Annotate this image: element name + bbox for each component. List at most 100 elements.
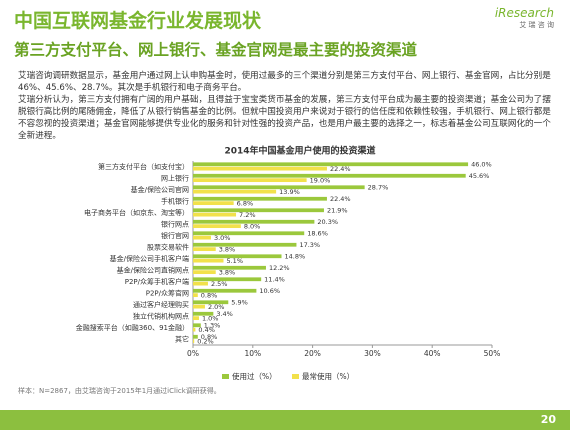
x-tick-label: 0%	[187, 349, 199, 358]
y-tick-label: 银行官网	[161, 231, 189, 240]
legend-swatch	[292, 374, 299, 379]
bar	[193, 242, 297, 247]
value-label: 0.4%	[198, 326, 215, 334]
value-label: 17.3%	[299, 241, 320, 249]
source: 样本：N=2867，由艾瑞咨询于2015年1月通过iClick调研获得。	[18, 387, 221, 395]
bar	[193, 185, 365, 190]
bar	[193, 178, 307, 183]
bar	[193, 277, 262, 282]
value-label: 14.8%	[285, 253, 306, 261]
value-label: 5.1%	[226, 257, 243, 265]
value-label: 12.2%	[269, 264, 290, 272]
bar	[193, 327, 196, 332]
bar	[193, 339, 195, 344]
bar	[193, 247, 216, 252]
x-tick-label: 20%	[304, 349, 321, 358]
y-tick-label: 基金/保险公司官网	[131, 185, 189, 194]
chart: 2014年中国基金用户使用的投资渠道 0% 10% 20% 30% 40% 50% 第三方支…	[76, 145, 501, 382]
value-label: 45.6%	[469, 172, 490, 180]
value-label: 11.4%	[264, 276, 285, 284]
legend-label: 使用过（%）	[232, 371, 277, 381]
bar	[193, 212, 237, 217]
value-label: 6.8%	[237, 199, 254, 207]
logo-name: iResearch	[494, 6, 554, 20]
value-label: 2.0%	[208, 303, 225, 311]
bar	[193, 231, 305, 236]
value-label: 3.4%	[216, 310, 233, 318]
bar	[193, 162, 469, 167]
bar	[193, 304, 205, 309]
bar	[193, 224, 241, 229]
bar	[193, 201, 234, 206]
bar	[193, 219, 315, 224]
y-tick-label: P2P/众筹官网	[146, 288, 189, 297]
value-label: 7.2%	[239, 211, 256, 219]
bar	[193, 281, 208, 286]
x-tick-label: 30%	[364, 349, 381, 358]
value-label: 13.9%	[279, 188, 300, 196]
x-tick-label: 50%	[484, 349, 501, 358]
bar	[193, 323, 201, 328]
value-label: 0.8%	[201, 333, 218, 341]
legend-swatch	[222, 374, 229, 379]
legend-label: 最常使用（%）	[302, 371, 354, 381]
value-label: 0.2%	[197, 337, 214, 345]
y-tick-label: 手机银行	[161, 196, 189, 205]
bar	[193, 208, 324, 213]
page-number: 20	[540, 413, 556, 426]
y-tick-label: 独立代销机构网点	[133, 311, 189, 320]
y-tick-label: 股票交易软件	[147, 242, 189, 251]
value-label: 3.8%	[219, 245, 236, 253]
bar	[193, 270, 216, 275]
value-label: 8.0%	[244, 222, 261, 230]
y-tick-label: 其它	[175, 334, 189, 343]
y-tick-label: 网上银行	[161, 173, 189, 182]
value-label: 28.7%	[368, 184, 389, 192]
footer-bar	[0, 410, 570, 430]
y-tick-label: 基金/保险公司手机客户端	[110, 254, 189, 263]
y-tick-label: 通过客户经理购买	[133, 300, 189, 309]
bar	[193, 235, 211, 240]
x-tick-label: 40%	[424, 349, 441, 358]
bar	[193, 300, 229, 305]
bar	[193, 254, 282, 259]
bar	[193, 173, 466, 178]
value-label: 10.6%	[259, 287, 280, 295]
y-tick-label: 电子商务平台（如京东、淘宝等）	[84, 208, 189, 217]
y-tick-label: 基金/保险公司直销网点	[117, 265, 189, 274]
y-tick-label: 第三方支付平台（如支付宝）	[98, 162, 189, 171]
bar	[193, 316, 199, 321]
bar	[193, 196, 327, 201]
value-label: 0.8%	[201, 291, 218, 299]
value-label: 3.8%	[219, 268, 236, 276]
bar	[193, 334, 198, 339]
value-label: 20.3%	[317, 218, 338, 226]
bar	[193, 311, 214, 316]
bar	[193, 265, 266, 270]
y-tick-label: 银行网点	[161, 219, 189, 228]
logo-sub: 艾 瑞 咨 询	[519, 21, 554, 29]
value-label: 1.3%	[204, 322, 221, 330]
value-label: 3.0%	[214, 234, 231, 242]
paragraph: 艾瑞咨询调研数据显示，基金用户通过网上认申购基金时，使用过最多的三个渠道分别是第…	[18, 71, 551, 93]
paragraphs: 艾瑞咨询调研数据显示，基金用户通过网上认申购基金时，使用过最多的三个渠道分别是第…	[18, 70, 554, 142]
y-tick-label: P2P/众筹手机客户端	[125, 277, 189, 286]
title: 中国互联网基金行业发展现状	[14, 10, 262, 32]
value-label: 22.4%	[330, 165, 351, 173]
value-label: 5.9%	[231, 299, 248, 307]
chart-title: 2014年中国基金用户使用的投资渠道	[224, 145, 375, 157]
bar	[193, 288, 257, 293]
value-label: 19.0%	[310, 176, 331, 184]
value-label: 46.0%	[471, 161, 492, 169]
bar	[193, 293, 198, 298]
value-label: 2.5%	[211, 280, 228, 288]
y-tick-label: 金融搜索平台（如融360、91金融）	[76, 323, 189, 332]
value-label: 18.6%	[307, 230, 328, 238]
subtitle: 第三方支付平台、网上银行、基金官网是最主要的投资渠道	[14, 41, 418, 59]
bar	[193, 258, 224, 263]
paragraph: 艾瑞分析认为，第三方支付拥有广阔的用户基础，且得益于宝宝类货币基金的发展，第三方…	[18, 95, 551, 141]
bar	[193, 189, 277, 194]
bar	[193, 166, 327, 171]
logo: iResearch 艾 瑞 咨 询	[495, 6, 554, 30]
